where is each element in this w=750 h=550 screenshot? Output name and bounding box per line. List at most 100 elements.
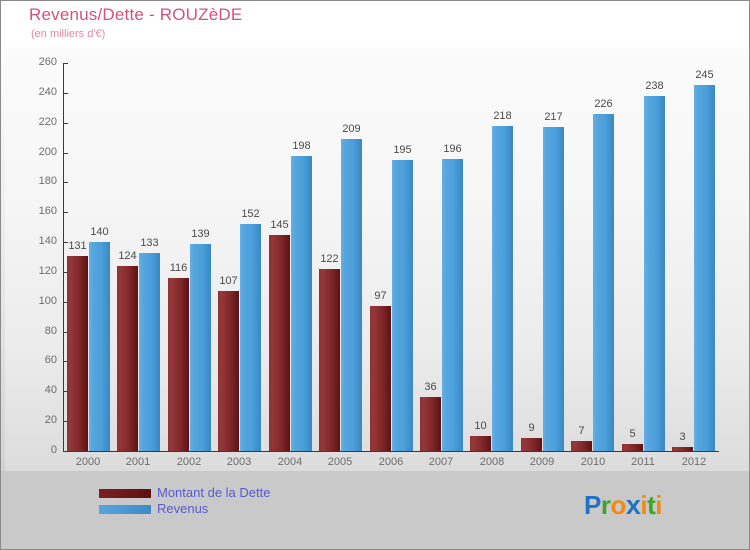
logo-letter: t [647, 490, 656, 520]
bar-value-label: 152 [241, 208, 260, 220]
bar-value-label: 238 [645, 80, 664, 92]
bar-dette[interactable] [521, 438, 542, 451]
x-axis-line [63, 451, 719, 452]
bar-value-label: 36 [424, 381, 437, 393]
x-axis-label: 2004 [277, 456, 303, 468]
legend-item-revenus: Revenus [99, 501, 270, 517]
y-axis-label: 140 [38, 235, 57, 247]
legend-label-revenus: Revenus [157, 501, 209, 516]
bar-revenus[interactable] [694, 85, 715, 451]
bar-value-label: 195 [393, 144, 412, 156]
logo-letter: P [584, 490, 601, 520]
y-axis-label: 0 [50, 444, 57, 456]
y-axis-tick [63, 302, 68, 303]
x-axis-label: 2001 [125, 456, 151, 468]
bar-dette[interactable] [67, 256, 88, 451]
bar-value-label: 9 [528, 422, 535, 434]
y-axis-label: 100 [38, 295, 57, 307]
bar-dette[interactable] [470, 436, 491, 451]
bar-value-label: 97 [374, 290, 387, 302]
legend-label-dette: Montant de la Dette [157, 485, 271, 500]
x-axis-label: 2010 [580, 456, 606, 468]
x-axis-label: 2009 [529, 456, 555, 468]
bar-value-label: 218 [493, 110, 512, 122]
bar-revenus[interactable] [291, 156, 312, 451]
y-axis-label: 260 [38, 56, 57, 68]
bar-revenus[interactable] [139, 253, 160, 451]
bar-revenus[interactable] [492, 126, 513, 451]
bar-dette[interactable] [571, 441, 592, 451]
bar-value-label: 3 [679, 431, 686, 443]
bar-revenus[interactable] [644, 96, 665, 451]
y-axis-tick [63, 63, 68, 64]
proxiti-logo: Proxiti [584, 490, 663, 520]
y-axis-label: 60 [44, 354, 57, 366]
bar-value-label: 217 [544, 111, 563, 123]
bar-dette[interactable] [218, 291, 239, 451]
bar-revenus[interactable] [89, 242, 110, 451]
logo-letter: i [640, 490, 648, 520]
logo-letter: x [625, 490, 641, 520]
x-axis-label: 2012 [681, 456, 707, 468]
bar-value-label: 226 [594, 98, 613, 110]
bar-dette[interactable] [319, 269, 340, 451]
x-axis-label: 2006 [378, 456, 404, 468]
bar-value-label: 7 [578, 425, 585, 437]
bar-revenus[interactable] [341, 139, 362, 451]
y-axis-tick [63, 242, 68, 243]
bar-dette[interactable] [672, 447, 693, 451]
y-axis-label: 40 [44, 384, 57, 396]
bar-value-label: 107 [219, 275, 238, 287]
bar-dette[interactable] [269, 235, 290, 451]
bar-revenus[interactable] [190, 244, 211, 451]
bar-revenus[interactable] [392, 160, 413, 451]
bar-revenus[interactable] [240, 224, 261, 451]
bar-value-label: 122 [320, 253, 339, 265]
logo-letter: i [655, 490, 663, 520]
bar-value-label: 145 [270, 219, 289, 231]
x-axis-label: 2000 [75, 456, 101, 468]
y-axis-tick [63, 212, 68, 213]
bar-dette[interactable] [622, 444, 643, 451]
bar-dette[interactable] [420, 397, 441, 451]
page-title: Revenus/Dette - ROUZèDE [29, 5, 243, 24]
x-axis-label: 2003 [226, 456, 252, 468]
y-axis-tick [63, 123, 68, 124]
y-axis-tick [63, 391, 68, 392]
x-axis-label: 2002 [176, 456, 202, 468]
y-axis-tick [63, 93, 68, 94]
bar-revenus[interactable] [593, 114, 614, 451]
chart-subtitle: (en milliers d'€) [31, 28, 106, 40]
y-axis-label: 160 [38, 205, 57, 217]
legend-swatch-dette [99, 488, 151, 498]
bar-value-label: 124 [118, 250, 137, 262]
bar-value-label: 209 [342, 123, 361, 135]
legend-item-dette: Montant de la Dette [99, 485, 270, 501]
bar-value-label: 139 [191, 228, 210, 240]
y-axis-tick [63, 361, 68, 362]
bar-value-label: 5 [629, 428, 636, 440]
y-axis-tick [63, 153, 68, 154]
y-axis-label: 120 [38, 265, 57, 277]
bar-value-label: 245 [695, 69, 714, 81]
bar-dette[interactable] [117, 266, 138, 451]
y-axis-tick [63, 272, 68, 273]
bar-value-label: 116 [169, 262, 188, 274]
chart-header: Revenus/Dette - ROUZèDE (en milliers d'€… [1, 1, 749, 47]
chart-legend: Montant de la Dette Revenus [99, 485, 270, 517]
x-axis-label: 2007 [428, 456, 454, 468]
y-axis-label: 200 [38, 146, 57, 158]
y-axis-label: 220 [38, 116, 57, 128]
bar-dette[interactable] [168, 278, 189, 451]
y-axis-label: 80 [44, 325, 57, 337]
logo-letter: r [600, 490, 611, 520]
y-axis-label: 240 [38, 86, 57, 98]
bar-revenus[interactable] [543, 127, 564, 451]
logo-letter: o [610, 490, 626, 520]
y-axis-label: 20 [44, 414, 57, 426]
bar-dette[interactable] [370, 306, 391, 451]
bar-revenus[interactable] [442, 159, 463, 451]
y-axis-tick [63, 451, 68, 452]
plot-left-gutter [1, 47, 5, 471]
